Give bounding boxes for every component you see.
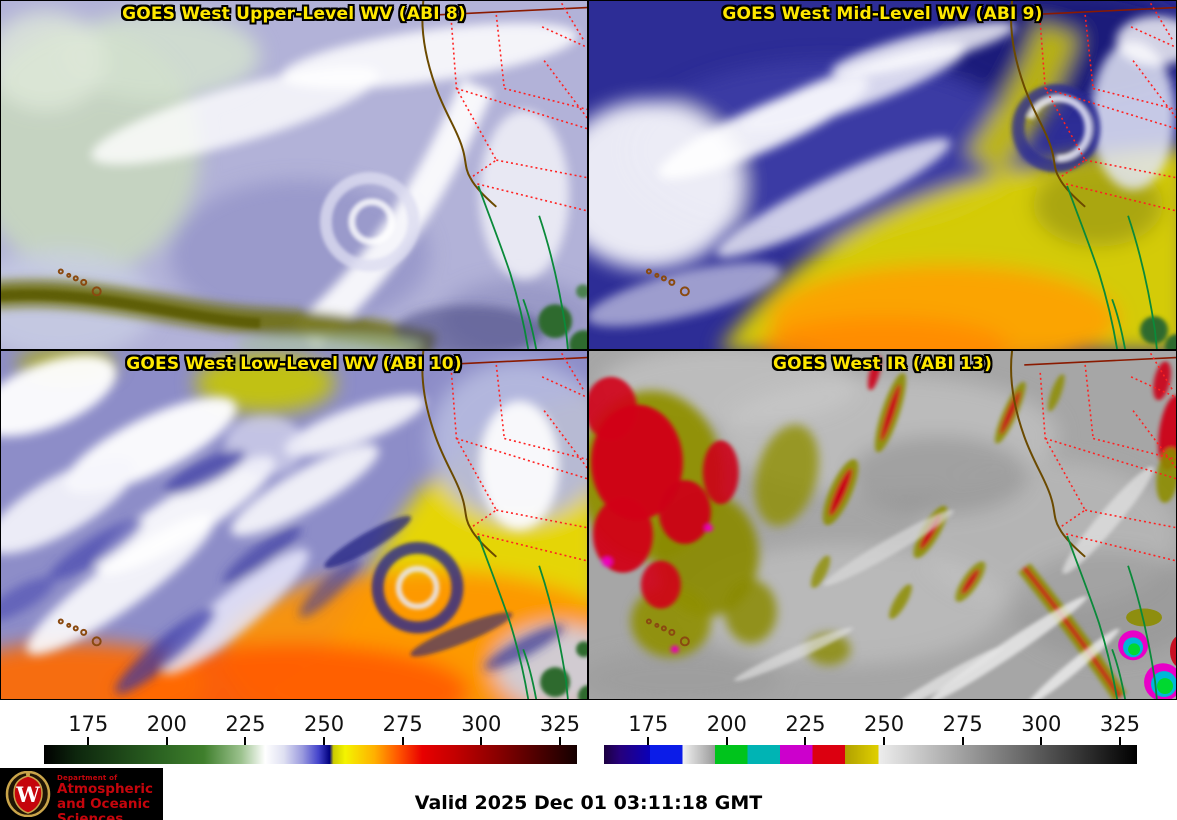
tick-mark bbox=[961, 737, 964, 745]
panel-upper-level-wv: GOES West Upper-Level WV (ABI 8) bbox=[1, 1, 587, 349]
wv-tick-label: 225 bbox=[225, 712, 266, 736]
ir-imagery bbox=[589, 351, 1176, 699]
panel-low-level-wv: GOES West Low-Level WV (ABI 10) bbox=[1, 351, 587, 699]
wv-color-scale bbox=[44, 745, 577, 764]
svg-text:W: W bbox=[15, 782, 40, 807]
uw-crest-icon: W bbox=[5, 771, 51, 817]
logo-dept-line: Department of bbox=[57, 774, 118, 782]
colorbar-row: 175 200 225 250 275 300 325 175 200 225 … bbox=[0, 700, 1177, 768]
tick-mark bbox=[480, 737, 483, 745]
wv-tick-label: 325 bbox=[539, 712, 580, 736]
ir-tick-label: 225 bbox=[785, 712, 826, 736]
tick-mark bbox=[725, 737, 728, 745]
ir-tick-label: 275 bbox=[942, 712, 983, 736]
convective-cells bbox=[1118, 608, 1176, 699]
tick-mark bbox=[558, 737, 561, 745]
wv-colorbar: 175 200 225 250 275 300 325 bbox=[44, 700, 580, 768]
ir-tick-label: 300 bbox=[1021, 712, 1062, 736]
satellite-panel-grid: GOES West Upper-Level WV (ABI 8) bbox=[0, 0, 1177, 700]
cloud-bands bbox=[1, 355, 565, 694]
tick-mark bbox=[244, 737, 247, 745]
tick-mark bbox=[323, 737, 326, 745]
wv-tick-label: 275 bbox=[382, 712, 423, 736]
ir-color-scale bbox=[604, 745, 1137, 764]
cold-top-red-cores bbox=[589, 376, 739, 654]
low-wv-imagery bbox=[1, 351, 587, 699]
tick-mark bbox=[647, 737, 650, 745]
wv-tick-label: 200 bbox=[146, 712, 187, 736]
wv-tick-label: 300 bbox=[461, 712, 502, 736]
panel-mid-level-wv: GOES West Mid-Level WV (ABI 9) bbox=[589, 1, 1176, 349]
cloud-bands bbox=[589, 15, 1176, 327]
ir-tick-label: 175 bbox=[628, 712, 669, 736]
tick-mark bbox=[87, 737, 90, 745]
ir-colorbar: 175 200 225 250 275 300 325 bbox=[604, 700, 1140, 768]
wv-tick-label: 175 bbox=[68, 712, 109, 736]
wv-tick-label: 250 bbox=[304, 712, 345, 736]
ir-tick-label: 200 bbox=[706, 712, 747, 736]
ir-tick-label: 250 bbox=[864, 712, 905, 736]
tick-mark bbox=[1118, 737, 1121, 745]
uw-aos-logo: W Department of Atmospheric and Oceanic … bbox=[0, 768, 163, 820]
logo-name-line2: and Oceanic Sciences bbox=[57, 796, 151, 820]
logo-name-line1: Atmospheric bbox=[57, 781, 153, 797]
tick-mark bbox=[883, 737, 886, 745]
valid-time-label: Valid 2025 Dec 01 03:11:18 GMT bbox=[414, 792, 763, 814]
panel-ir: GOES West IR (ABI 13) bbox=[589, 351, 1176, 699]
vortex-and-dry-slots bbox=[1011, 84, 1176, 349]
ir-tick-label: 325 bbox=[1099, 712, 1140, 736]
tick-mark bbox=[1040, 737, 1043, 745]
tick-mark bbox=[165, 737, 168, 745]
tick-mark bbox=[401, 737, 404, 745]
logo-text: Department of Atmospheric and Oceanic Sc… bbox=[57, 774, 163, 820]
mid-wv-imagery bbox=[589, 1, 1176, 349]
upper-wv-imagery bbox=[1, 1, 587, 349]
vortex-and-dry-slots bbox=[324, 515, 587, 699]
tick-mark bbox=[804, 737, 807, 745]
thin-white-cloud-streaks bbox=[734, 466, 1154, 699]
